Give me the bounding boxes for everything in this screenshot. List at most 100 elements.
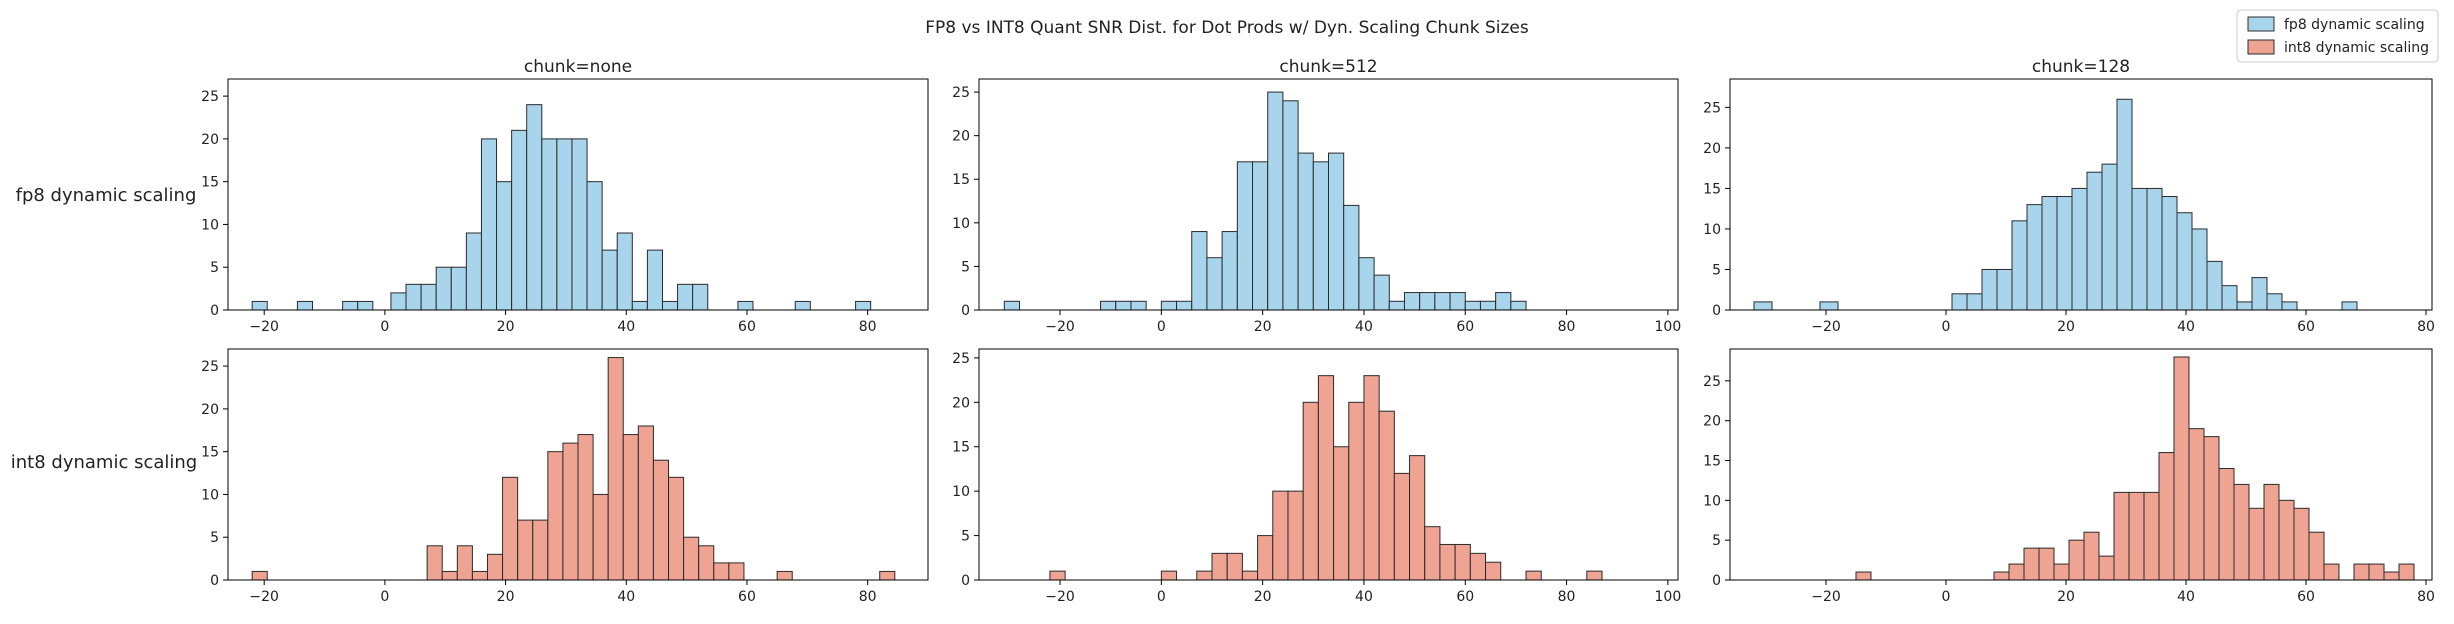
histogram-bar — [562, 442, 579, 581]
histogram-panel-5: −20 0 20 40 60 80 100 0 5 10 15 20 25 — [952, 348, 1682, 605]
x-tick-label: 80 — [859, 319, 877, 335]
histogram-bar — [1160, 570, 1178, 581]
histogram-bar — [1409, 455, 1426, 581]
histogram-bar — [420, 283, 437, 311]
histogram-bar — [2221, 285, 2238, 311]
y-tick-label: 5 — [1712, 533, 1721, 549]
y-tick-label: 0 — [1712, 303, 1721, 319]
histogram-bar — [879, 570, 896, 581]
histogram-bar — [1981, 268, 1998, 311]
histogram-bar — [1388, 300, 1405, 311]
histogram-bar — [2191, 228, 2208, 311]
histogram-bar — [2173, 356, 2190, 581]
histogram-bar — [1317, 375, 1335, 581]
histogram-bar — [1191, 231, 1208, 311]
histogram-bar — [2101, 163, 2118, 311]
histogram-bar — [1257, 535, 1274, 581]
histogram-bar — [2341, 301, 2358, 311]
histogram-bar — [1855, 571, 1872, 581]
y-tick-label: 5 — [1712, 262, 1721, 278]
x-tick-label: 80 — [1558, 319, 1576, 335]
histogram-bar — [2251, 277, 2268, 311]
histogram-bar — [1464, 300, 1481, 311]
y-tick-label: 20 — [1703, 414, 1721, 430]
histogram-bar — [677, 283, 694, 311]
histogram-bar — [1049, 570, 1066, 581]
histogram-bar — [1206, 257, 1223, 311]
histogram-bar — [616, 232, 633, 311]
histogram-bar — [2248, 507, 2265, 581]
histogram-bar — [1996, 268, 2013, 311]
panel-title: chunk=512 — [1279, 57, 1377, 77]
y-tick-label: 0 — [210, 573, 219, 589]
x-tick-label: 100 — [1655, 589, 1682, 605]
histogram-bar — [1302, 401, 1319, 581]
x-tick-label: 60 — [2297, 589, 2315, 605]
histogram-bar — [517, 519, 534, 581]
histogram-bar — [1373, 274, 1390, 311]
histogram-bar — [1424, 526, 1441, 581]
histogram-bar — [646, 249, 663, 311]
histogram-bar — [251, 570, 268, 581]
y-tick-label: 5 — [210, 260, 219, 276]
histogram-bar — [1130, 300, 1147, 311]
x-tick-label: 80 — [859, 589, 877, 605]
x-tick-label: 80 — [2417, 319, 2435, 335]
histogram-bar — [2161, 196, 2178, 311]
x-tick-label: 100 — [1655, 319, 1682, 335]
x-tick-label: 0 — [1942, 319, 1951, 335]
histogram-bar — [251, 300, 268, 311]
histogram-bar — [1363, 375, 1380, 581]
histogram-bar — [547, 451, 564, 581]
panel-title: chunk=none — [524, 57, 632, 77]
histogram-bar — [1434, 292, 1451, 311]
histogram-bar — [1449, 292, 1466, 311]
histogram-bar — [2158, 452, 2175, 581]
x-tick-label: 0 — [1157, 319, 1166, 335]
y-tick-label: 20 — [1703, 141, 1721, 157]
histogram-bar — [2086, 171, 2103, 311]
y-tick-label: 5 — [961, 259, 970, 275]
histogram-bar — [2353, 563, 2370, 581]
histogram-bar — [1272, 490, 1289, 581]
x-tick-label: 40 — [1355, 589, 1373, 605]
x-tick-label: −20 — [249, 589, 279, 605]
y-tick-label: 15 — [952, 172, 970, 188]
histogram-panel-3: −20 0 20 40 60 80 0 5 10 15 20 25 chunk=128 — [1703, 57, 2435, 335]
histogram-bar — [855, 300, 872, 311]
histogram-bar — [1176, 300, 1193, 311]
x-tick-label: 0 — [380, 319, 389, 335]
histogram-bar — [2038, 547, 2055, 581]
histogram-bar — [426, 545, 443, 581]
x-tick-label: −20 — [1811, 589, 1841, 605]
histogram-bar — [405, 283, 422, 311]
histogram-bar — [1485, 561, 1502, 581]
histogram-bar — [1439, 543, 1456, 581]
y-tick-label: 25 — [201, 359, 219, 375]
histogram-bar — [631, 300, 648, 311]
x-tick-label: 40 — [1355, 319, 1373, 335]
y-tick-label: 10 — [1703, 222, 1721, 238]
histogram-bar — [1241, 570, 1259, 581]
histogram-panel-6: −20 0 20 40 60 80 0 5 10 15 20 25 — [1703, 348, 2435, 605]
histogram-bar — [2293, 507, 2310, 581]
histogram-bar — [1328, 152, 1345, 311]
histogram-bar — [713, 562, 730, 581]
x-tick-label: −20 — [1045, 589, 1075, 605]
histogram-bar — [526, 104, 543, 311]
y-tick-label: 20 — [201, 402, 219, 418]
histogram-bar — [2113, 491, 2130, 581]
histogram-bar — [1333, 446, 1350, 581]
histogram-bar — [2281, 301, 2298, 311]
histogram-bar — [1267, 91, 1284, 311]
histogram-bar — [441, 570, 458, 581]
axes-frame — [227, 348, 929, 581]
y-tick-label: 5 — [961, 529, 970, 545]
x-tick-label: 80 — [2417, 589, 2435, 605]
histogram-bar — [1510, 300, 1527, 311]
legend-frame — [2236, 9, 2439, 63]
histogram-bar — [2308, 531, 2325, 581]
histogram-bar — [502, 476, 519, 581]
row-label-fp8: fp8 dynamic scaling — [16, 185, 197, 206]
histogram-bar — [541, 138, 558, 311]
